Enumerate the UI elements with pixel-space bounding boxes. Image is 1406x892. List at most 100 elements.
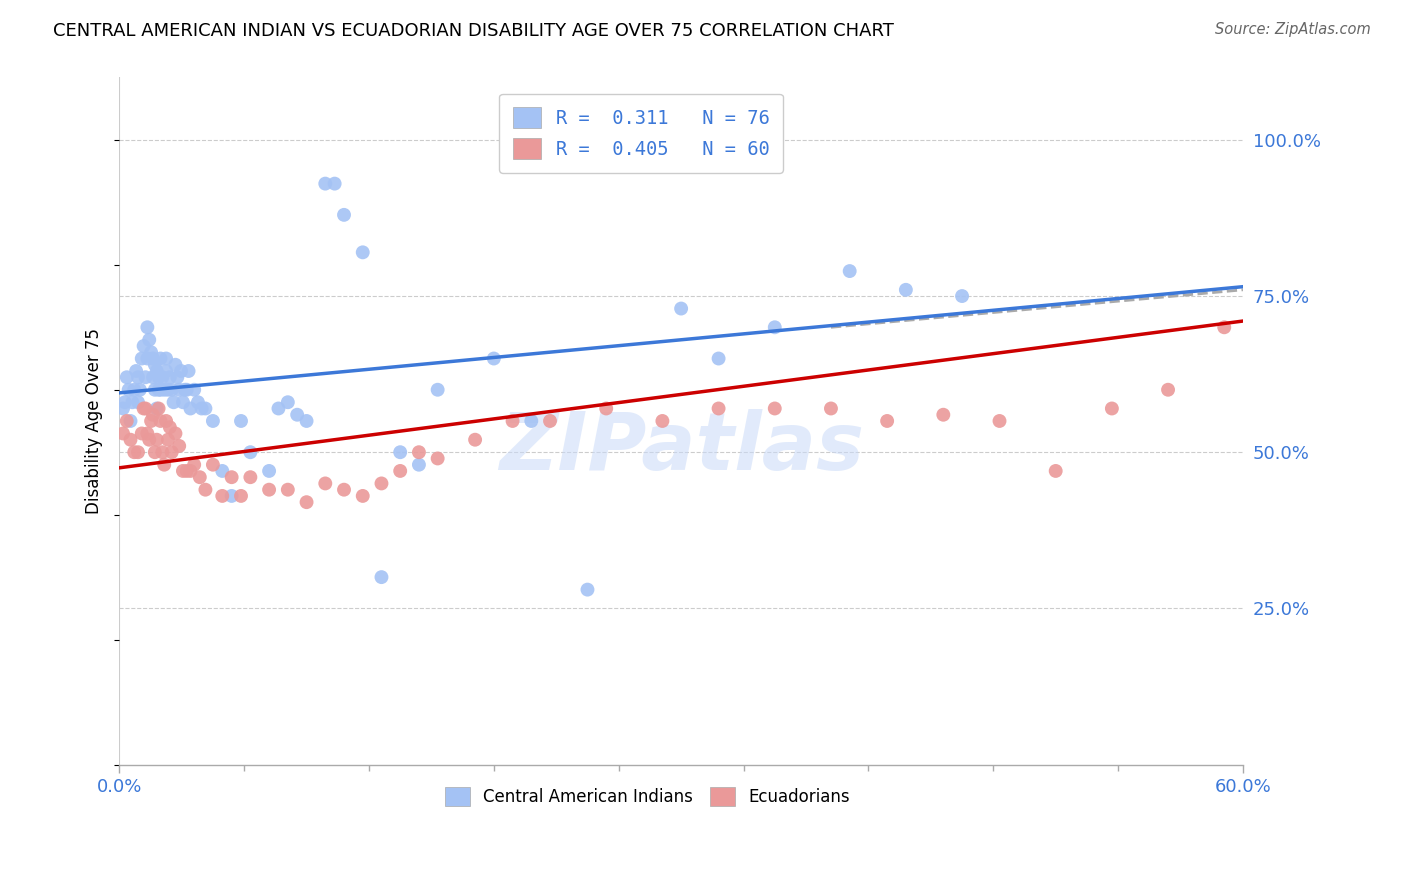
- Point: [229, 414, 252, 428]
- Point: [149, 351, 172, 366]
- Point: [153, 383, 176, 397]
- Point: [155, 364, 177, 378]
- Point: [134, 370, 156, 384]
- Point: [221, 489, 243, 503]
- Point: [333, 208, 356, 222]
- Point: [167, 383, 190, 397]
- Point: [165, 358, 187, 372]
- Point: [138, 433, 160, 447]
- Point: [314, 476, 336, 491]
- Point: [167, 439, 190, 453]
- Point: [295, 495, 318, 509]
- Point: [145, 364, 167, 378]
- Point: [131, 351, 153, 366]
- Point: [122, 445, 145, 459]
- Point: [426, 451, 449, 466]
- Point: [211, 464, 233, 478]
- Point: [170, 364, 193, 378]
- Point: [1045, 464, 1067, 478]
- Point: [127, 445, 149, 459]
- Point: [707, 401, 730, 416]
- Point: [138, 333, 160, 347]
- Point: [538, 414, 561, 428]
- Point: [136, 320, 159, 334]
- Point: [165, 426, 187, 441]
- Point: [120, 414, 142, 428]
- Point: [115, 414, 138, 428]
- Point: [122, 383, 145, 397]
- Point: [389, 445, 412, 459]
- Point: [128, 383, 150, 397]
- Point: [352, 245, 374, 260]
- Point: [763, 401, 786, 416]
- Point: [820, 401, 842, 416]
- Point: [150, 370, 173, 384]
- Point: [183, 383, 205, 397]
- Point: [139, 414, 162, 428]
- Point: [111, 426, 134, 441]
- Point: [172, 464, 194, 478]
- Point: [1101, 401, 1123, 416]
- Point: [267, 401, 290, 416]
- Point: [277, 483, 299, 497]
- Point: [176, 383, 198, 397]
- Point: [408, 458, 430, 472]
- Point: [1157, 383, 1180, 397]
- Point: [876, 414, 898, 428]
- Point: [145, 433, 167, 447]
- Point: [149, 383, 172, 397]
- Point: [115, 370, 138, 384]
- Point: [277, 395, 299, 409]
- Point: [114, 395, 136, 409]
- Point: [132, 339, 155, 353]
- Point: [155, 351, 177, 366]
- Point: [142, 351, 165, 366]
- Point: [257, 483, 280, 497]
- Point: [595, 401, 617, 416]
- Point: [127, 395, 149, 409]
- Point: [150, 445, 173, 459]
- Point: [143, 445, 166, 459]
- Point: [127, 370, 149, 384]
- Point: [142, 370, 165, 384]
- Point: [211, 489, 233, 503]
- Point: [239, 445, 262, 459]
- Point: [172, 395, 194, 409]
- Point: [136, 351, 159, 366]
- Point: [139, 345, 162, 359]
- Point: [183, 458, 205, 472]
- Point: [156, 383, 179, 397]
- Point: [763, 320, 786, 334]
- Point: [229, 489, 252, 503]
- Text: CENTRAL AMERICAN INDIAN VS ECUADORIAN DISABILITY AGE OVER 75 CORRELATION CHART: CENTRAL AMERICAN INDIAN VS ECUADORIAN DI…: [53, 22, 894, 40]
- Point: [120, 433, 142, 447]
- Point: [1213, 320, 1236, 334]
- Point: [148, 401, 170, 416]
- Point: [155, 414, 177, 428]
- Point: [143, 383, 166, 397]
- Point: [370, 570, 392, 584]
- Point: [179, 401, 201, 416]
- Point: [651, 414, 673, 428]
- Y-axis label: Disability Age Over 75: Disability Age Over 75: [86, 328, 103, 514]
- Point: [166, 370, 188, 384]
- Point: [149, 414, 172, 428]
- Point: [188, 470, 211, 484]
- Point: [389, 464, 412, 478]
- Point: [134, 401, 156, 416]
- Point: [153, 458, 176, 472]
- Point: [173, 383, 195, 397]
- Point: [894, 283, 917, 297]
- Point: [187, 395, 209, 409]
- Point: [370, 476, 392, 491]
- Point: [132, 401, 155, 416]
- Point: [502, 414, 524, 428]
- Point: [295, 414, 318, 428]
- Point: [352, 489, 374, 503]
- Point: [160, 445, 183, 459]
- Point: [576, 582, 599, 597]
- Point: [669, 301, 692, 316]
- Point: [160, 383, 183, 397]
- Point: [125, 364, 148, 378]
- Point: [190, 401, 212, 416]
